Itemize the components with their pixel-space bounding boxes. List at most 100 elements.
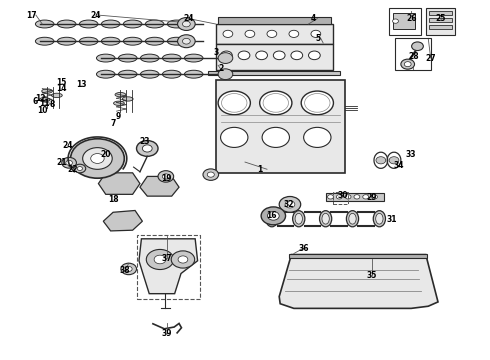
Text: 24: 24 (63, 141, 74, 150)
Ellipse shape (346, 211, 359, 227)
Circle shape (125, 266, 132, 271)
Circle shape (177, 18, 195, 31)
Circle shape (304, 127, 331, 148)
Text: 3: 3 (213, 48, 219, 57)
Circle shape (263, 94, 289, 112)
Circle shape (182, 39, 190, 44)
Text: 36: 36 (298, 244, 309, 253)
Circle shape (245, 30, 255, 37)
Ellipse shape (97, 54, 115, 62)
Circle shape (220, 127, 248, 148)
Circle shape (77, 167, 82, 171)
Circle shape (220, 51, 232, 60)
Ellipse shape (115, 93, 126, 97)
Ellipse shape (35, 37, 54, 45)
Text: 15: 15 (56, 78, 67, 87)
Text: 21: 21 (56, 158, 67, 167)
Circle shape (74, 164, 86, 173)
FancyBboxPatch shape (429, 11, 452, 15)
FancyBboxPatch shape (208, 71, 340, 75)
Text: 22: 22 (68, 165, 78, 174)
Ellipse shape (122, 97, 133, 101)
Ellipse shape (79, 37, 98, 45)
Ellipse shape (39, 98, 50, 102)
Text: 23: 23 (140, 137, 150, 146)
Circle shape (221, 94, 247, 112)
Text: 29: 29 (367, 193, 377, 202)
Circle shape (218, 53, 233, 63)
Circle shape (301, 91, 333, 115)
Circle shape (207, 172, 214, 177)
Ellipse shape (319, 211, 332, 227)
FancyBboxPatch shape (216, 44, 333, 69)
Text: 38: 38 (120, 266, 131, 275)
Circle shape (171, 251, 195, 268)
Circle shape (143, 145, 152, 152)
Circle shape (162, 174, 170, 179)
Text: 20: 20 (100, 150, 111, 159)
Text: 37: 37 (162, 254, 172, 263)
Circle shape (137, 140, 158, 156)
Text: 25: 25 (435, 14, 445, 23)
Text: 26: 26 (406, 14, 416, 23)
FancyBboxPatch shape (393, 13, 415, 30)
Text: 35: 35 (367, 270, 377, 279)
Ellipse shape (123, 20, 142, 28)
Circle shape (260, 91, 292, 115)
Circle shape (218, 69, 233, 80)
Circle shape (203, 169, 219, 180)
FancyBboxPatch shape (218, 17, 331, 24)
Ellipse shape (268, 213, 275, 224)
Ellipse shape (57, 20, 76, 28)
FancyBboxPatch shape (326, 193, 384, 201)
Ellipse shape (57, 37, 76, 45)
Circle shape (261, 207, 286, 225)
Ellipse shape (42, 89, 52, 93)
Text: 4: 4 (311, 14, 316, 23)
Polygon shape (139, 239, 197, 294)
FancyBboxPatch shape (426, 8, 455, 35)
Ellipse shape (146, 20, 164, 28)
Ellipse shape (322, 213, 329, 224)
Circle shape (389, 157, 399, 164)
Circle shape (256, 51, 268, 60)
Text: 32: 32 (284, 200, 294, 209)
Circle shape (363, 195, 368, 199)
Circle shape (238, 51, 250, 60)
Ellipse shape (114, 101, 124, 105)
Ellipse shape (162, 54, 181, 62)
Text: 1: 1 (257, 165, 262, 174)
Ellipse shape (349, 213, 356, 224)
Circle shape (371, 195, 377, 199)
Ellipse shape (167, 20, 186, 28)
Circle shape (291, 51, 303, 60)
Text: 14: 14 (56, 84, 67, 93)
Circle shape (66, 160, 73, 165)
Ellipse shape (97, 70, 115, 78)
Circle shape (354, 195, 360, 199)
Ellipse shape (101, 20, 120, 28)
Circle shape (401, 59, 415, 69)
Text: 18: 18 (108, 194, 119, 203)
Text: 9: 9 (115, 112, 121, 121)
FancyBboxPatch shape (429, 18, 452, 22)
Polygon shape (98, 173, 140, 194)
Text: 7: 7 (110, 119, 116, 128)
FancyBboxPatch shape (216, 24, 333, 44)
Circle shape (412, 42, 423, 50)
Text: 24: 24 (184, 14, 194, 23)
Circle shape (178, 256, 188, 263)
Text: 19: 19 (162, 174, 172, 183)
Circle shape (328, 195, 333, 199)
Ellipse shape (184, 70, 203, 78)
FancyBboxPatch shape (289, 254, 427, 258)
Text: 2: 2 (218, 64, 223, 73)
Text: 6: 6 (32, 96, 38, 105)
Text: 24: 24 (91, 10, 101, 19)
Text: 28: 28 (408, 52, 419, 61)
Ellipse shape (141, 70, 159, 78)
Circle shape (376, 157, 386, 164)
Ellipse shape (35, 20, 54, 28)
Ellipse shape (79, 20, 98, 28)
Circle shape (285, 201, 295, 208)
